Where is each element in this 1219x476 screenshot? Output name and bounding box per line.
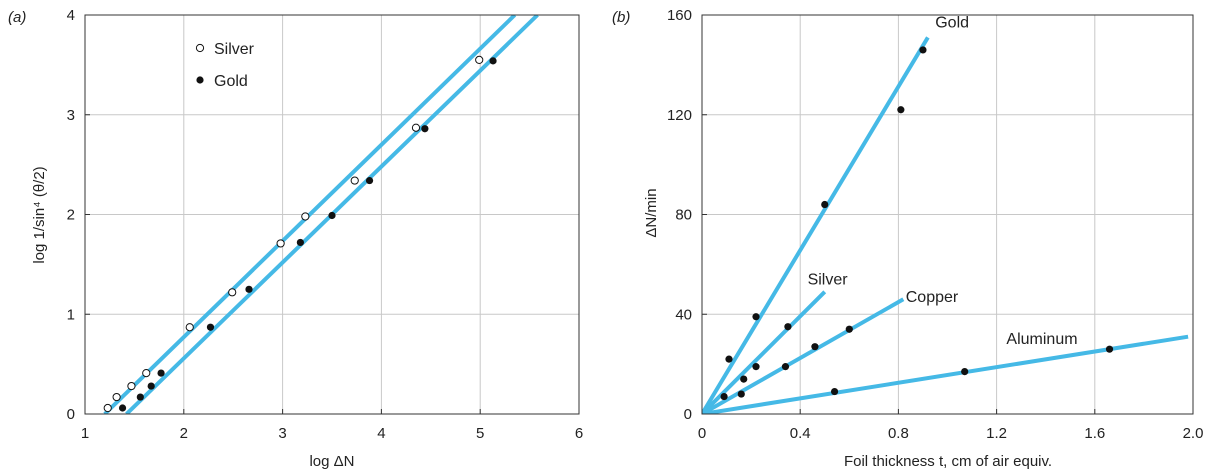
data-point-gold-4 xyxy=(919,46,927,54)
x-tick-label-b-1: 0.4 xyxy=(790,425,811,442)
data-point-gold-2 xyxy=(821,200,829,209)
data-point-aluminum-0 xyxy=(830,387,839,396)
y-tick-label-b-4: 160 xyxy=(667,7,692,24)
data-point-gold-1 xyxy=(136,393,144,401)
legend-marker-gold xyxy=(196,76,204,84)
data-point-silver-5 xyxy=(228,288,237,297)
x-tick-label-a-3: 4 xyxy=(377,425,385,442)
x-tick-label-a-0: 1 xyxy=(81,425,89,442)
y-tick-label-a-2: 2 xyxy=(67,207,75,224)
data-point-silver-0 xyxy=(103,403,112,413)
y-tick-label-b-2: 80 xyxy=(675,207,692,224)
x-tick-label-b-5: 2.0 xyxy=(1183,425,1204,442)
data-point-silver-3 xyxy=(784,323,792,331)
data-point-gold-5 xyxy=(245,285,253,293)
ticks-b: 0 0.4 0.8 1.2 1.6 2.0 0 40 80 120 160 xyxy=(667,7,1203,442)
legend-label-gold: Gold xyxy=(214,73,248,90)
data-point-copper-0 xyxy=(737,390,745,398)
chart-b: (b) 0 0.4 0.8 1.2 1.6 2.0 0 40 80 120 160 Gold Silv… xyxy=(612,7,1203,470)
data-point-gold-8 xyxy=(365,176,374,185)
data-point-silver-7 xyxy=(301,212,310,221)
panel-label-b: (b) xyxy=(612,9,630,26)
x-tick-label-a-5: 6 xyxy=(575,425,583,442)
data-point-gold-0 xyxy=(725,355,733,363)
legend-a: Silver Gold xyxy=(195,41,255,90)
data-point-gold-6 xyxy=(296,238,304,247)
data-point-gold-0 xyxy=(118,404,127,412)
data-point-gold-10 xyxy=(489,57,497,65)
x-tick-label-b-3: 1.2 xyxy=(986,425,1007,442)
x-tick-label-b-2: 0.8 xyxy=(888,425,909,442)
y-tick-label-b-3: 120 xyxy=(667,107,692,124)
fit-lines-b xyxy=(702,36,1189,414)
data-point-gold-4 xyxy=(206,323,215,331)
x-tick-label-b-4: 1.6 xyxy=(1084,425,1105,442)
fit-line-gold xyxy=(702,36,930,414)
panel-label-a: (a) xyxy=(8,9,26,26)
data-point-gold-2 xyxy=(147,382,155,390)
x-tick-label-a-2: 3 xyxy=(278,425,286,442)
y-tick-label-b-0: 0 xyxy=(684,406,692,423)
data-point-gold-3 xyxy=(897,106,905,114)
y-tick-label-a-0: 0 xyxy=(67,406,75,423)
data-point-aluminum-2 xyxy=(1105,345,1114,353)
x-axis-label-a: log ΔN xyxy=(309,453,354,470)
data-point-gold-9 xyxy=(421,125,429,133)
data-point-silver-3 xyxy=(142,369,151,378)
line-label-aluminum: Aluminum xyxy=(1006,331,1077,348)
points-b xyxy=(720,46,1114,401)
line-label-copper: Copper xyxy=(906,289,959,306)
data-point-copper-2 xyxy=(811,343,819,351)
y-tick-label-a-4: 4 xyxy=(67,7,75,24)
x-axis-label-b: Foil thickness t, cm of air equiv. xyxy=(844,453,1052,470)
legend-marker-silver xyxy=(195,43,205,53)
data-point-silver-8 xyxy=(350,176,359,185)
y-axis-label-b: ΔN/min xyxy=(643,188,660,237)
x-tick-label-a-1: 2 xyxy=(180,425,188,442)
grid-b xyxy=(702,15,1193,414)
fit-line-aluminum xyxy=(702,334,1189,414)
line-label-gold: Gold xyxy=(935,14,969,31)
data-point-silver-6 xyxy=(276,239,285,248)
points-a xyxy=(103,55,497,413)
data-point-silver-2 xyxy=(752,363,760,371)
data-point-gold-7 xyxy=(328,211,336,220)
data-point-aluminum-1 xyxy=(961,368,969,376)
y-axis-label-a: log 1/sin⁴ (θ/2) xyxy=(31,166,48,263)
y-tick-label-a-3: 3 xyxy=(67,107,75,124)
data-point-copper-3 xyxy=(845,325,853,333)
fit-line-copper xyxy=(702,297,905,414)
line-label-silver: Silver xyxy=(808,271,849,288)
line-labels-b: Gold Silver Copper Aluminum xyxy=(808,14,1078,348)
data-point-copper-1 xyxy=(781,363,790,371)
data-point-gold-3 xyxy=(157,369,165,377)
x-tick-label-a-4: 5 xyxy=(476,425,484,442)
data-point-gold-1 xyxy=(752,313,760,321)
data-point-silver-0 xyxy=(720,392,728,401)
data-point-silver-9 xyxy=(411,123,421,132)
data-point-silver-4 xyxy=(185,323,194,332)
legend-label-silver: Silver xyxy=(214,41,255,58)
data-point-silver-1 xyxy=(112,392,121,402)
data-point-silver-2 xyxy=(127,381,136,391)
y-tick-label-a-1: 1 xyxy=(67,306,75,323)
x-tick-label-b-0: 0 xyxy=(698,425,706,442)
fit-line-silver xyxy=(103,15,517,414)
data-point-silver-10 xyxy=(475,55,484,64)
data-point-silver-1 xyxy=(740,375,748,383)
y-tick-label-b-1: 40 xyxy=(675,306,692,323)
